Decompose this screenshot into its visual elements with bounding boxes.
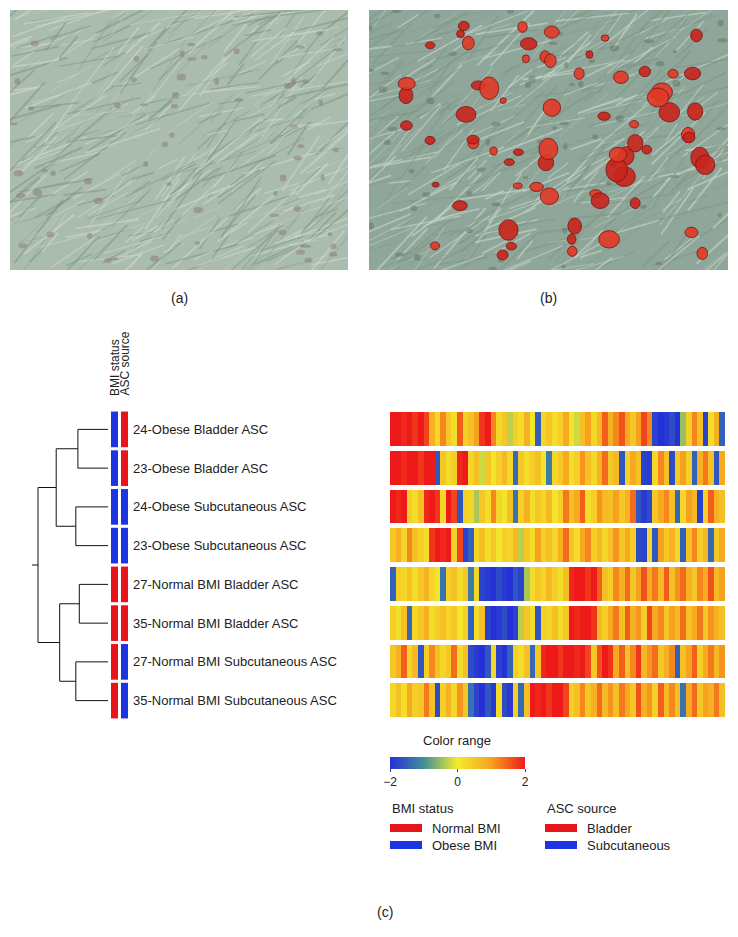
svg-text:27-Normal BMI Bladder ASC: 27-Normal BMI Bladder ASC [133, 577, 298, 592]
svg-text:24-Obese Bladder ASC: 24-Obese Bladder ASC [133, 422, 268, 437]
svg-text:Normal BMI: Normal BMI [432, 821, 501, 836]
svg-text:−2: −2 [383, 775, 397, 789]
svg-text:(a): (a) [171, 290, 188, 306]
svg-text:BMI status: BMI status [392, 801, 454, 816]
svg-text:23-Obese Subcutaneous ASC: 23-Obese Subcutaneous ASC [133, 538, 306, 553]
svg-text:35-Normal BMI Bladder ASC: 35-Normal BMI Bladder ASC [133, 616, 298, 631]
svg-text:ASC source: ASC source [118, 331, 132, 395]
svg-text:Obese BMI: Obese BMI [432, 838, 497, 853]
svg-text:27-Normal BMI Subcutaneous ASC: 27-Normal BMI Subcutaneous ASC [133, 654, 337, 669]
svg-text:(c): (c) [377, 904, 393, 920]
svg-text:Subcutaneous: Subcutaneous [587, 838, 671, 853]
svg-text:ASC source: ASC source [547, 801, 616, 816]
svg-text:23-Obese Bladder ASC: 23-Obese Bladder ASC [133, 461, 268, 476]
svg-text:35-Normal BMI Subcutaneous ASC: 35-Normal BMI Subcutaneous ASC [133, 693, 337, 708]
svg-text:(b): (b) [540, 290, 557, 306]
svg-text:Color range: Color range [423, 733, 491, 748]
svg-text:24-Obese Subcutaneous ASC: 24-Obese Subcutaneous ASC [133, 499, 306, 514]
svg-text:0: 0 [454, 775, 461, 789]
svg-text:BMI status: BMI status [108, 339, 122, 396]
svg-text:Bladder: Bladder [587, 821, 632, 836]
svg-text:2: 2 [522, 775, 529, 789]
